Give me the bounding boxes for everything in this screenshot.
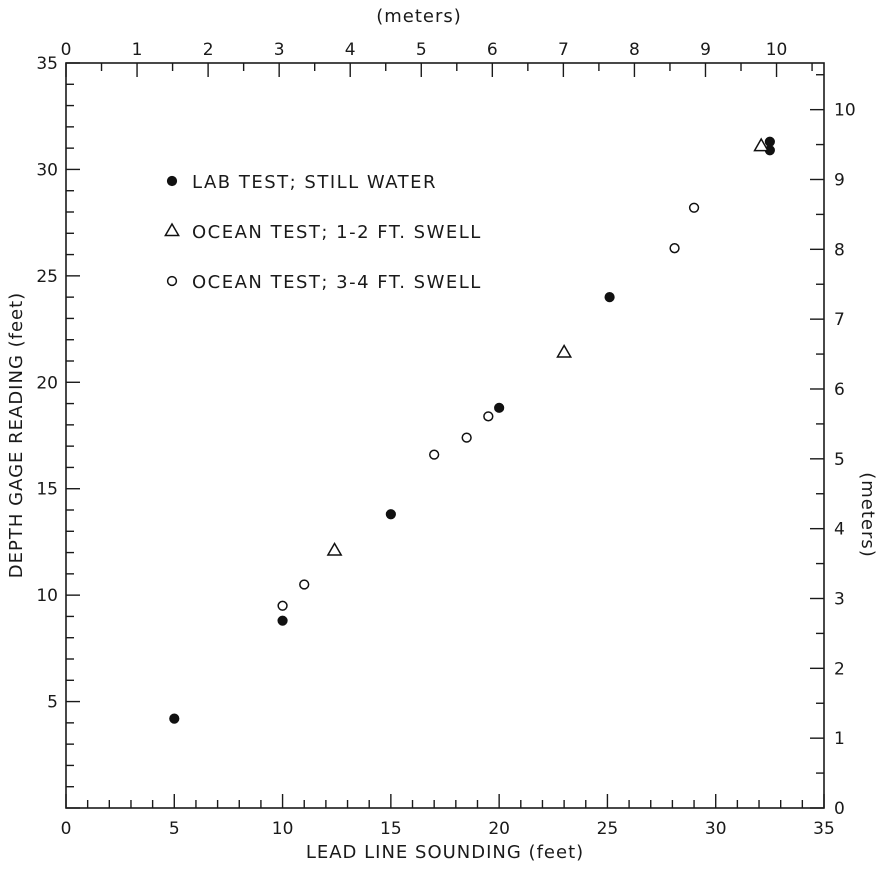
x-tick-label: 0: [61, 819, 72, 839]
data-point-series-2: [326, 541, 343, 556]
y2-tick-label: 10: [834, 101, 856, 121]
legend-label-2: OCEAN TEST; 1-2 FT. SWELL: [192, 222, 482, 243]
y-tick-label: 15: [36, 480, 58, 500]
data-points: [169, 136, 775, 724]
legend: LAB TEST; STILL WATER OCEAN TEST; 1-2 FT.…: [164, 172, 482, 293]
x-tick-label: 30: [705, 819, 727, 839]
data-point-series-3: [461, 432, 472, 443]
data-point-series-3: [429, 449, 440, 460]
legend-marker-3: [166, 275, 178, 287]
x2-tick-label: 10: [766, 40, 788, 60]
x2-tick-label: 4: [345, 40, 356, 60]
data-point-series-3: [483, 411, 494, 422]
plot-frame: [65, 62, 825, 809]
data-point-series-1: [169, 713, 180, 724]
x-tick-label: 20: [488, 819, 510, 839]
legend-label-3: OCEAN TEST; 3-4 FT. SWELL: [192, 272, 482, 293]
x2-tick-label: 2: [203, 40, 214, 60]
x2-tick-label: 3: [274, 40, 285, 60]
x2-tick-label: 9: [700, 40, 711, 60]
y2-axis-title: (meters): [857, 472, 878, 558]
data-point-series-3: [688, 202, 700, 213]
legend-marker-1: [166, 175, 178, 187]
legend-label-1: LAB TEST; STILL WATER: [192, 172, 437, 193]
data-point-series-1: [494, 402, 505, 413]
y2-tick-label: 0: [834, 799, 845, 819]
x2-tick-label: 0: [61, 40, 72, 60]
y-tick-label: 10: [36, 586, 58, 606]
y2-tick-label: 8: [834, 240, 845, 260]
y-tick-label: 5: [47, 693, 58, 713]
data-point-series-2: [753, 137, 770, 152]
x-tick-label: 15: [380, 819, 402, 839]
y-tick-label: 20: [36, 373, 58, 393]
x-tick-label: 25: [597, 819, 619, 839]
x-tick-label: 35: [813, 819, 835, 839]
y-axis-title: DEPTH GAGE READING (feet): [6, 292, 27, 578]
y2-tick-label: 6: [834, 380, 845, 400]
y2-tick-label: 7: [834, 310, 845, 330]
data-point-series-1: [764, 136, 775, 147]
y2-tick-label: 5: [834, 450, 845, 470]
y-tick-label: 25: [36, 267, 58, 287]
x2-tick-label: 5: [416, 40, 427, 60]
data-point-series-1: [277, 615, 288, 626]
y-tick-label: 30: [36, 160, 58, 180]
y2-tick-label: 3: [834, 589, 845, 609]
axis-ticks: [65, 62, 825, 809]
x-tick-label: 5: [169, 819, 180, 839]
x2-axis-title: (meters): [376, 6, 462, 27]
y2-tick-label: 4: [834, 520, 845, 540]
data-point-series-1: [385, 509, 396, 520]
data-point-series-3: [669, 243, 680, 254]
y2-tick-label: 9: [834, 170, 845, 190]
x2-tick-label: 1: [132, 40, 143, 60]
x2-tick-label: 8: [629, 40, 640, 60]
x2-tick-label: 6: [487, 40, 498, 60]
x-tick-label: 10: [272, 819, 294, 839]
y-tick-label: 35: [36, 54, 58, 74]
x2-tick-label: 7: [558, 40, 569, 60]
data-point-series-1: [604, 292, 615, 303]
legend-marker-2: [164, 222, 180, 237]
data-point-series-2: [556, 343, 573, 358]
x-axis-title: LEAD LINE SOUNDING (feet): [306, 842, 584, 863]
y2-tick-label: 2: [834, 659, 845, 679]
data-point-series-3: [299, 579, 310, 590]
data-point-series-3: [277, 600, 288, 611]
y2-tick-label: 1: [834, 729, 845, 749]
